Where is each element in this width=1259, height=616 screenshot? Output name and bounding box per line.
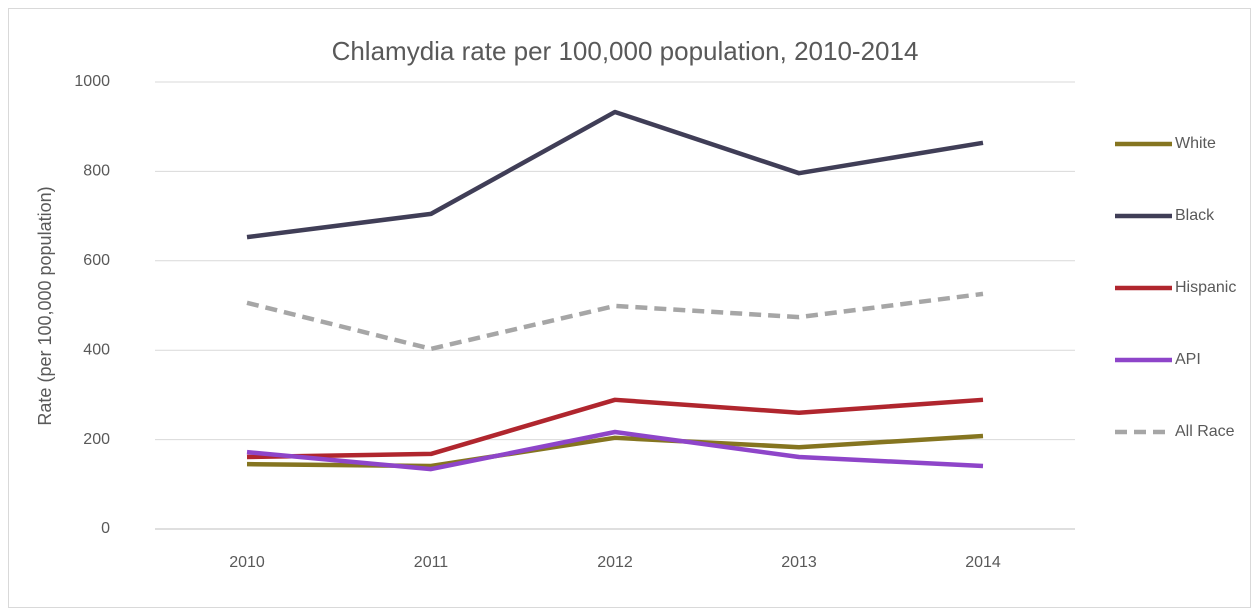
x-tick-label: 2013 [781, 554, 817, 571]
line-series [246, 109, 984, 240]
y-axis-label: Rate (per 100,000 population) [35, 186, 55, 425]
legend-label: All Race [1175, 423, 1235, 440]
legend-label: API [1175, 351, 1201, 368]
y-tick-label: 400 [83, 341, 110, 358]
y-tick-label: 1000 [74, 73, 110, 90]
x-tick-label: 2014 [965, 554, 1001, 571]
x-tick-label: 2012 [597, 554, 633, 571]
chart-border [8, 8, 1251, 608]
line-series [246, 397, 984, 460]
legend-label: Hispanic [1175, 279, 1236, 296]
x-tick-label: 2011 [414, 554, 449, 571]
y-tick-label: 600 [83, 252, 110, 269]
x-tick-label: 2010 [229, 554, 265, 571]
y-tick-label: 200 [83, 431, 110, 448]
legend-label: White [1175, 135, 1216, 152]
chart-title: Chlamydia rate per 100,000 population, 2… [332, 36, 919, 66]
legend-label: Black [1175, 207, 1215, 224]
line-series [246, 429, 984, 472]
y-tick-label: 0 [101, 520, 110, 537]
y-tick-label: 800 [83, 163, 110, 180]
